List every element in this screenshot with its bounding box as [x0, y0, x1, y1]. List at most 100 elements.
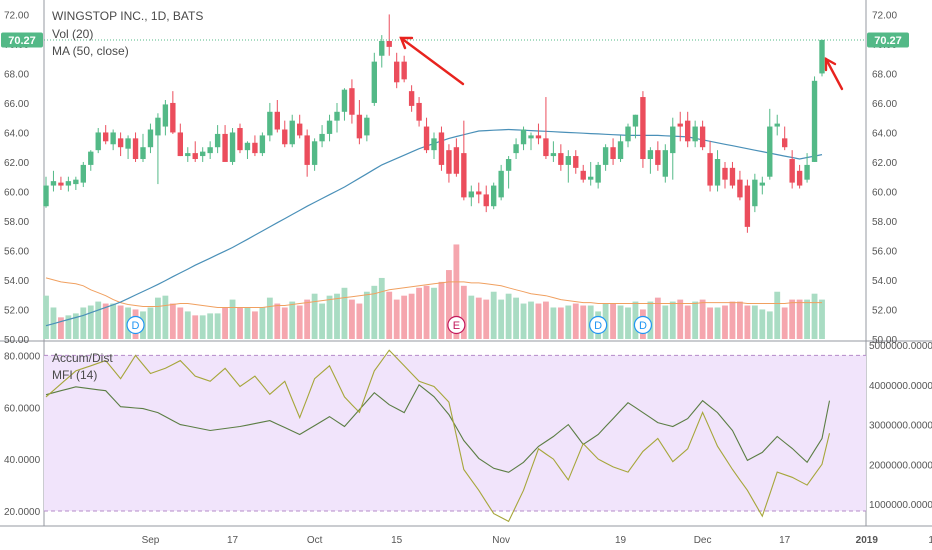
price-tick-left: 72.00	[4, 10, 29, 21]
volume-bar	[274, 303, 281, 339]
candle	[282, 120, 288, 148]
dividend-marker[interactable]: D	[126, 315, 145, 335]
candle	[774, 114, 780, 136]
price-tick-right: 60.00	[872, 187, 897, 198]
candle	[252, 135, 258, 157]
candle	[729, 161, 736, 189]
price-tick-right: 64.00	[872, 128, 897, 139]
price-tick-left: 58.00	[4, 217, 29, 228]
volume-bar	[184, 311, 191, 339]
price-tick-left: 56.00	[4, 246, 29, 257]
indicator-tick-left: 20.0000	[4, 507, 41, 518]
volume-bar	[259, 307, 266, 339]
volume-bar	[722, 305, 728, 339]
dividend-marker[interactable]: D	[589, 315, 608, 335]
candle	[423, 117, 430, 154]
accum-dist-line	[45, 383, 831, 473]
volume-bar	[117, 305, 124, 339]
candle	[371, 52, 377, 106]
candle	[289, 114, 295, 148]
candle	[580, 164, 586, 183]
volume-bar	[319, 303, 325, 339]
volume-bar	[386, 291, 393, 339]
candle	[147, 123, 154, 154]
price-tick-left: 60.00	[4, 187, 29, 198]
indicator-tick-right: 1000000.0000	[869, 500, 932, 511]
volume-bar	[341, 287, 348, 339]
candle	[364, 114, 370, 142]
volume-bar	[565, 305, 572, 339]
volume-bar	[304, 299, 311, 339]
candle	[640, 91, 646, 168]
price-axis-left: 50.00 52.00 54.00 56.00 58.00 60.00 62.00 64.00…	[4, 10, 29, 346]
candle	[394, 52, 400, 89]
volume-bar	[393, 299, 400, 339]
volume-bar	[528, 301, 534, 339]
earnings-marker[interactable]: E	[447, 315, 466, 335]
candle	[737, 170, 743, 201]
candle	[416, 97, 422, 127]
time-tick: 17	[779, 535, 791, 546]
svg-text:D: D	[594, 320, 602, 332]
candle	[692, 120, 698, 148]
volume-bar	[737, 301, 743, 339]
candlesticks	[43, 14, 825, 233]
volume-bar	[252, 311, 258, 339]
candle	[722, 161, 728, 189]
candle	[356, 99, 363, 145]
volume-bar	[699, 299, 706, 339]
volume-bar	[774, 291, 781, 339]
price-tick-left: 54.00	[4, 276, 29, 287]
price-tick-right: 52.00	[872, 305, 897, 316]
indicator-tick-right: 3000000.0000	[869, 421, 932, 432]
volume-bar	[498, 299, 505, 339]
volume-bar	[759, 309, 766, 339]
volume-bar	[334, 293, 340, 339]
candle	[140, 133, 146, 162]
volume-bar	[572, 303, 579, 339]
candle	[610, 138, 616, 165]
candle	[461, 120, 467, 201]
dividend-marker[interactable]: D	[633, 315, 653, 335]
candle	[349, 79, 355, 124]
volume-bar	[102, 303, 109, 339]
indicator-tick-right: 4000000.0000	[869, 381, 932, 392]
candle	[297, 114, 303, 139]
candle	[311, 138, 318, 171]
volume-bar	[744, 305, 751, 339]
candle	[595, 161, 601, 189]
volume-bar	[707, 307, 713, 339]
time-tick: 17	[227, 535, 239, 546]
volume-bar	[789, 299, 796, 339]
candle	[125, 135, 131, 160]
volume-bar	[222, 307, 228, 339]
candle	[767, 108, 773, 180]
candle	[88, 150, 94, 171]
volume-bar	[796, 299, 803, 339]
volume-bar	[177, 307, 184, 339]
price-tick-right: 68.00	[872, 69, 897, 80]
volume-bar	[781, 307, 788, 339]
price-badge-right: 70.27	[867, 32, 909, 48]
volume-bar	[110, 303, 117, 339]
candle	[550, 141, 557, 162]
volume-bar	[505, 293, 512, 339]
candle	[334, 102, 340, 133]
volume-bar	[207, 313, 214, 339]
candle	[483, 185, 489, 213]
candle	[602, 144, 609, 171]
volume-bar	[296, 305, 303, 339]
indicator-tick-right: 2000000.0000	[869, 460, 932, 471]
volume-bar	[431, 287, 437, 339]
candle	[386, 14, 392, 56]
candle	[677, 111, 683, 142]
accum-dist-label: Accum/Dist	[52, 351, 113, 365]
time-tick: 19	[615, 535, 627, 546]
volume-bar	[401, 295, 408, 339]
mfi-line	[45, 349, 831, 523]
price-tick-right: 66.00	[872, 99, 897, 110]
volume-bar	[349, 299, 355, 339]
volume-bar	[819, 299, 825, 339]
time-tick: Sep	[142, 535, 160, 546]
